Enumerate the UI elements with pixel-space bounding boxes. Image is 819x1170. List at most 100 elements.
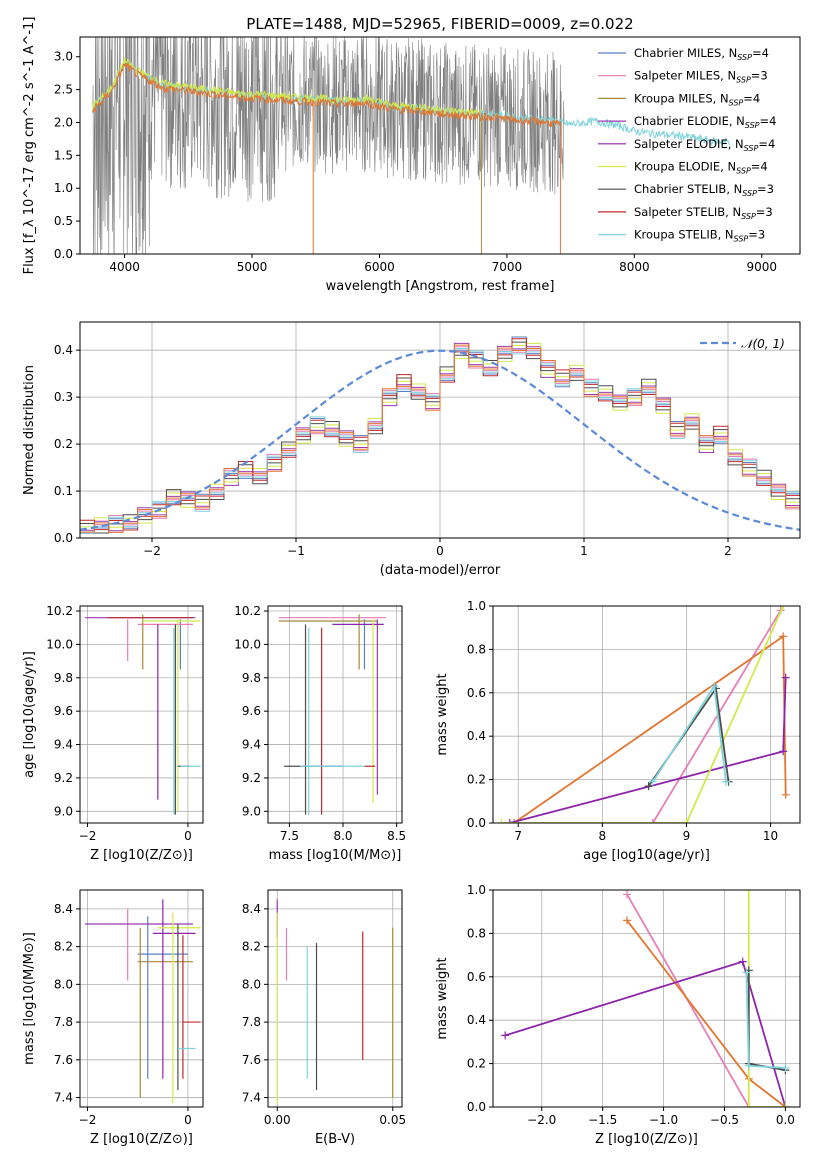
x-axis-label: mass [log10(M/M⊙)] [269,848,402,863]
y-tick-label: 7.6 [242,1053,261,1067]
x-tick-label: 9000 [746,260,777,274]
weight-point [648,819,657,823]
spectrum-data-line [92,37,565,254]
x-tick-label: −2 [79,1113,97,1127]
y-tick-label: 9.2 [242,771,261,785]
y-tick-label: 9.4 [54,738,73,752]
y-axis-label: age [log10(age/yr)] [22,651,37,778]
plot-area [80,336,800,534]
spectrum-model-kroupa-miles [92,62,561,128]
y-tick-label: 3.0 [54,50,73,64]
residual-histogram [80,346,800,534]
y-tick-label: 0.0 [467,816,486,830]
weight-point [781,1063,790,1072]
axes-frame [79,605,204,824]
weight-point [738,957,747,966]
panel-z_weight: −2.0 −1.5 −1.0 −0.5 0.0 0.0 0.2 0.4 0.6 0.8 1.0 Z [… [435,883,801,1147]
legend-entry: Kroupa STELIB, NSSP=3 [634,228,765,244]
x-axis-label: age [log10(age/yr)] [583,848,710,863]
residual-histogram [80,342,800,528]
figure-panels: 4000 5000 6000 7000 8000 90000.00.51.01.52.02… [22,17,801,1147]
weight-point [510,819,519,823]
y-tick-label: 10.0 [234,637,261,651]
y-tick-label: 2.0 [54,115,73,129]
y-tick-label: 7.6 [54,1053,73,1067]
axes-frame [79,36,801,255]
panel-z_age: −2 0 9.0 9.2 9.4 9.6 9.8 10.0 10.2 Z [log10(Z/Z⊙)… [22,604,204,863]
y-axis-label: Flux [f_λ 10^-17 erg cm^-2 s^-1 A^-1] [22,17,37,275]
x-tick-label: 8.5 [387,829,406,843]
weight-line [501,606,785,823]
weight-line [652,609,782,823]
x-tick-label: 7.5 [280,829,299,843]
y-tick-label: 0.0 [54,247,73,261]
weight-line [626,919,786,1107]
y-tick-label: 9.0 [54,804,73,818]
weight-point [623,916,632,925]
weight-point [710,682,719,691]
weight-point [779,747,788,756]
weight-point [721,777,730,786]
y-tick-label: 0.6 [467,970,486,984]
y-tick-label: 10.2 [234,604,261,618]
legend-entry: Chabrier ELODIE, NSSP=4 [634,114,776,130]
legend-entry: Salpeter MILES, NSSP=3 [634,69,768,85]
plot-area [92,37,731,254]
y-tick-label: 0.4 [54,343,73,357]
weight-line [747,890,786,1107]
y-tick-label: 9.0 [242,804,261,818]
residual-histogram [80,348,800,534]
x-axis-label: Z [log10(Z/Z⊙)] [595,1132,698,1147]
x-tick-label: −0.5 [710,1113,739,1127]
weight-point [623,890,632,899]
weight-point [744,1061,753,1070]
weight-point [779,606,788,610]
y-tick-label: 8.2 [242,940,261,954]
x-tick-label: −1 [287,544,305,558]
y-tick-label: 0.6 [467,686,486,700]
x-tick-label: 1 [580,544,588,558]
panel-residuals: −2 −1 0 1 2 0.0 0.1 0.2 0.3 0.4 (data-model)/error… [22,321,801,578]
x-tick-label: 7 [514,829,522,843]
x-tick-label: −1.5 [588,1113,617,1127]
weight-point [644,782,653,791]
panel-ebv_mass: 0.00 0.05 7.4 7.6 7.8 8.0 8.2 8.4 E(B-V) [242,889,406,1147]
y-tick-label: 9.6 [242,704,261,718]
axes-frame [492,889,801,1108]
y-axis-label: mass weight [435,957,450,1039]
axes-frame [79,889,204,1108]
axes-frame [492,605,801,824]
y-tick-label: 10.0 [46,637,73,651]
y-tick-label: 9.2 [54,771,73,785]
plot-area [85,614,201,815]
residual-histogram [80,336,800,534]
x-tick-label: 0 [184,829,192,843]
residual-histogram [80,344,800,533]
panel-spectrum: 4000 5000 6000 7000 8000 9000 0.0 0.5 1.0 1.5 2.0 2… [22,17,801,294]
x-axis-label: Z [log10(Z/Z⊙)] [90,1132,193,1147]
x-axis-label: Z [log10(Z/Z⊙)] [90,848,193,863]
axes-frame [267,605,403,824]
x-tick-label: 0 [436,544,444,558]
y-tick-label: 0.0 [467,1100,486,1114]
weight-point [501,1031,510,1040]
legend-entry: Chabrier MILES, NSSP=4 [634,46,769,62]
panel-mass_age: 7.5 8.0 8.5 9.0 9.2 9.4 9.6 9.8 10.0 10.2 mass [lo… [234,604,406,863]
residual-histogram [80,341,800,534]
axes-frame [267,889,403,1108]
y-tick-label: 0.5 [54,214,73,228]
x-tick-label: −1.0 [649,1113,678,1127]
legend-entry: Kroupa MILES, NSSP=4 [634,91,760,107]
y-tick-label: 9.8 [54,671,73,685]
weight-point [742,968,751,977]
y-axis-label: Normed distribution [22,365,37,495]
x-tick-label: −2 [79,829,97,843]
y-tick-label: 8.2 [54,940,73,954]
x-tick-label: 0 [184,1113,192,1127]
weight-point [744,890,753,894]
y-tick-label: 9.6 [54,704,73,718]
x-tick-label: 0.05 [379,1113,406,1127]
weight-point [781,1103,790,1107]
x-tick-label: 9 [683,829,691,843]
y-tick-label: 9.8 [242,671,261,685]
